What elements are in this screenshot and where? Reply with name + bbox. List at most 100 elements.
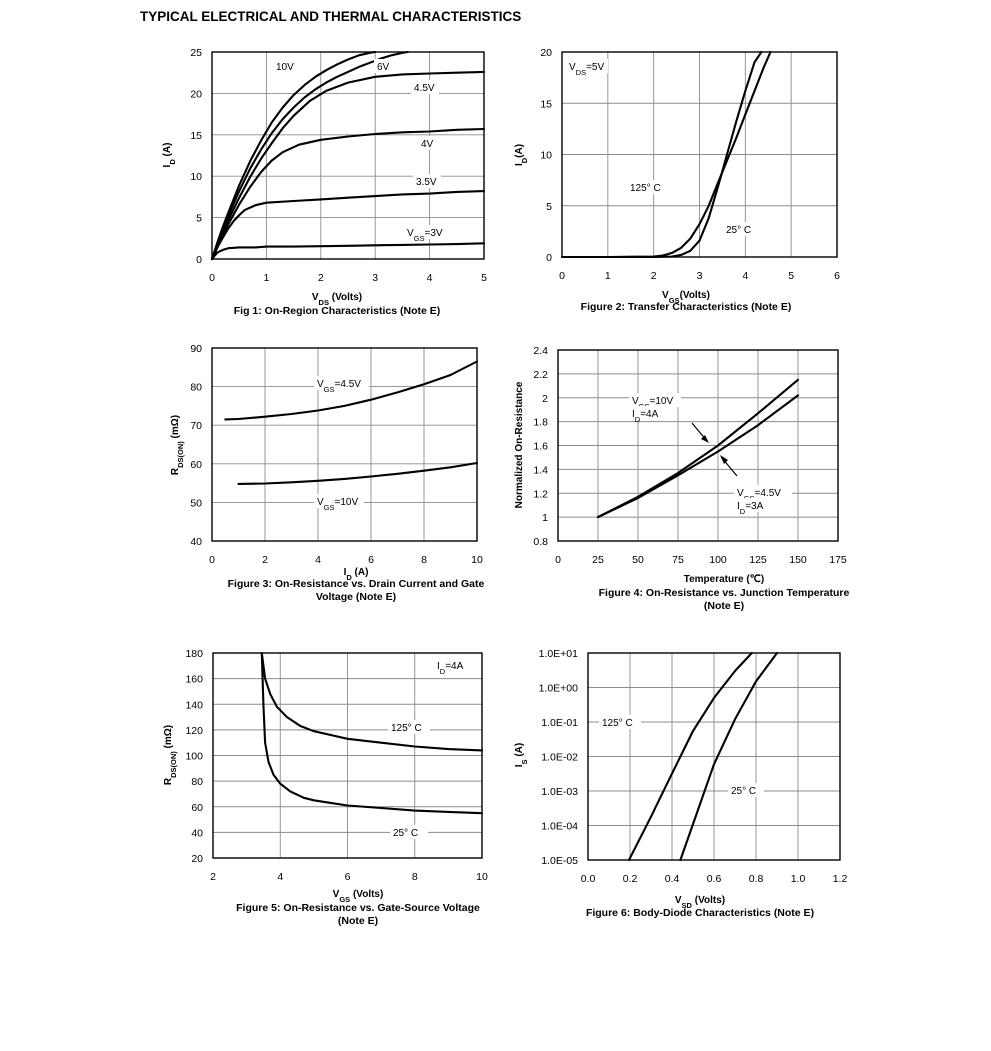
- label-text: (Volts): [350, 889, 383, 900]
- x-tick-label: 75: [672, 554, 684, 566]
- x-axis-label: Temperature (℃): [684, 574, 765, 585]
- label-subscript: S: [520, 759, 529, 764]
- chart-fig6: 0.0 0.2 0.4 0.6 0.8 1.0 1.2 1.0E-05 1.0E-04 1.0E-…: [514, 648, 847, 919]
- x-tick-label: 4: [315, 554, 321, 566]
- label-text: 25° C: [726, 225, 751, 236]
- x-tick-label: 8: [412, 871, 418, 883]
- label-text: =10V: [650, 396, 674, 407]
- x-axis-label: VGS(Volts): [662, 290, 710, 305]
- series-line: [560, 50, 763, 259]
- y-tick-label: 160: [185, 674, 203, 686]
- y-tick-label: 15: [190, 130, 202, 142]
- y-tick-label: 1.8: [533, 417, 548, 429]
- figure-caption: Figure 6: Body-Diode Characteristics (No…: [586, 907, 814, 919]
- label-text: 125° C: [391, 723, 422, 734]
- x-tick-label: 150: [789, 554, 807, 566]
- y-tick-label: 50: [190, 497, 202, 509]
- label-background: [734, 485, 792, 499]
- label-subscript: D: [740, 507, 746, 516]
- label-text: 25° C: [731, 786, 756, 797]
- label-text: 125° C: [630, 183, 661, 194]
- curve-label: ID=3A: [737, 501, 764, 516]
- label-text: =10V: [335, 497, 359, 508]
- series-line: [260, 651, 484, 815]
- plot-frame: [211, 51, 485, 260]
- label-text: R: [170, 467, 181, 475]
- y-tick-label: 100: [185, 751, 203, 763]
- x-tick-label: 0.0: [581, 873, 596, 885]
- figure-caption: Voltage (Note E): [316, 591, 396, 603]
- series-line: [210, 190, 486, 261]
- label-background: [388, 720, 430, 734]
- x-tick-label: 0.4: [665, 873, 680, 885]
- label-text: =5V: [586, 62, 604, 73]
- curve-label: 3.5V: [416, 177, 437, 188]
- y-tick-label: 1.4: [533, 464, 548, 476]
- y-tick-label: 60: [191, 802, 203, 814]
- label-background: [734, 498, 774, 512]
- y-tick-label: 1.0E+01: [539, 648, 579, 660]
- y-tick-label: 1.2: [533, 488, 548, 500]
- curve-label: 125° C: [391, 723, 422, 734]
- label-background: [566, 59, 608, 73]
- label-subscript: GS: [324, 385, 335, 394]
- x-tick-label: 10: [476, 871, 488, 883]
- y-tick-label: 1.0E-05: [541, 855, 578, 867]
- label-background: [374, 59, 394, 73]
- y-tick-label: 90: [190, 343, 202, 355]
- y-tick-label: 120: [185, 725, 203, 737]
- curve-label: 125° C: [602, 718, 633, 729]
- y-tick-label: 1.0E-04: [541, 821, 578, 833]
- page-title: TYPICAL ELECTRICAL AND THERMAL CHARACTER…: [140, 9, 522, 24]
- label-text: =4A: [640, 409, 658, 420]
- y-tick-label: 20: [191, 853, 203, 865]
- plot-frame: [212, 652, 483, 859]
- y-tick-label: 5: [196, 213, 202, 225]
- curve-label: 6V: [377, 62, 390, 73]
- label-subscript: DS: [576, 68, 586, 77]
- label-text: V: [312, 292, 319, 303]
- y-tick-label: 20: [190, 88, 202, 100]
- x-tick-label: 6: [345, 871, 351, 883]
- curve-label: 4.5V: [414, 83, 435, 94]
- series-line: [224, 360, 479, 421]
- label-background: [627, 180, 669, 194]
- label-background: [314, 494, 364, 508]
- curve-label: VGS=3V: [407, 228, 443, 243]
- x-tick-label: 0: [209, 554, 215, 566]
- curve-label: ID=4A: [632, 409, 659, 424]
- label-subscript: GS: [669, 296, 680, 305]
- label-text: V: [317, 497, 324, 508]
- series-line: [237, 461, 479, 485]
- x-tick-label: 6: [834, 270, 840, 282]
- x-tick-label: 4: [277, 871, 283, 883]
- label-subscript: GS: [339, 895, 350, 904]
- plot-frame: [557, 349, 839, 542]
- y-tick-label: 0: [196, 254, 202, 266]
- label-text: (A): [514, 144, 525, 158]
- label-text: (Volts): [692, 895, 725, 906]
- label-text: 4.5V: [414, 83, 435, 94]
- label-background: [599, 715, 641, 729]
- label-text: V: [662, 290, 669, 301]
- y-tick-label: 2.4: [533, 345, 548, 357]
- label-background: [390, 825, 428, 839]
- y-tick-label: 20: [540, 47, 552, 59]
- label-background: [411, 80, 439, 94]
- label-text: 6V: [377, 62, 390, 73]
- label-subscript: D: [168, 159, 177, 165]
- condition-label: VDS=5V: [569, 62, 604, 77]
- y-tick-label: 25: [190, 47, 202, 59]
- curve-label: 25° C: [726, 225, 751, 236]
- y-tick-label: 1.0E-02: [541, 752, 578, 764]
- figure-caption: Figure 3: On-Resistance vs. Drain Curren…: [228, 578, 485, 590]
- x-tick-label: 0: [559, 270, 565, 282]
- label-background: [629, 393, 681, 407]
- label-text: V: [407, 228, 414, 239]
- y-axis-label: RDS(ON) (mΩ): [170, 415, 185, 475]
- x-axis-label: VDS (Volts): [312, 292, 362, 307]
- label-background: [404, 225, 452, 239]
- y-tick-label: 10: [540, 150, 552, 162]
